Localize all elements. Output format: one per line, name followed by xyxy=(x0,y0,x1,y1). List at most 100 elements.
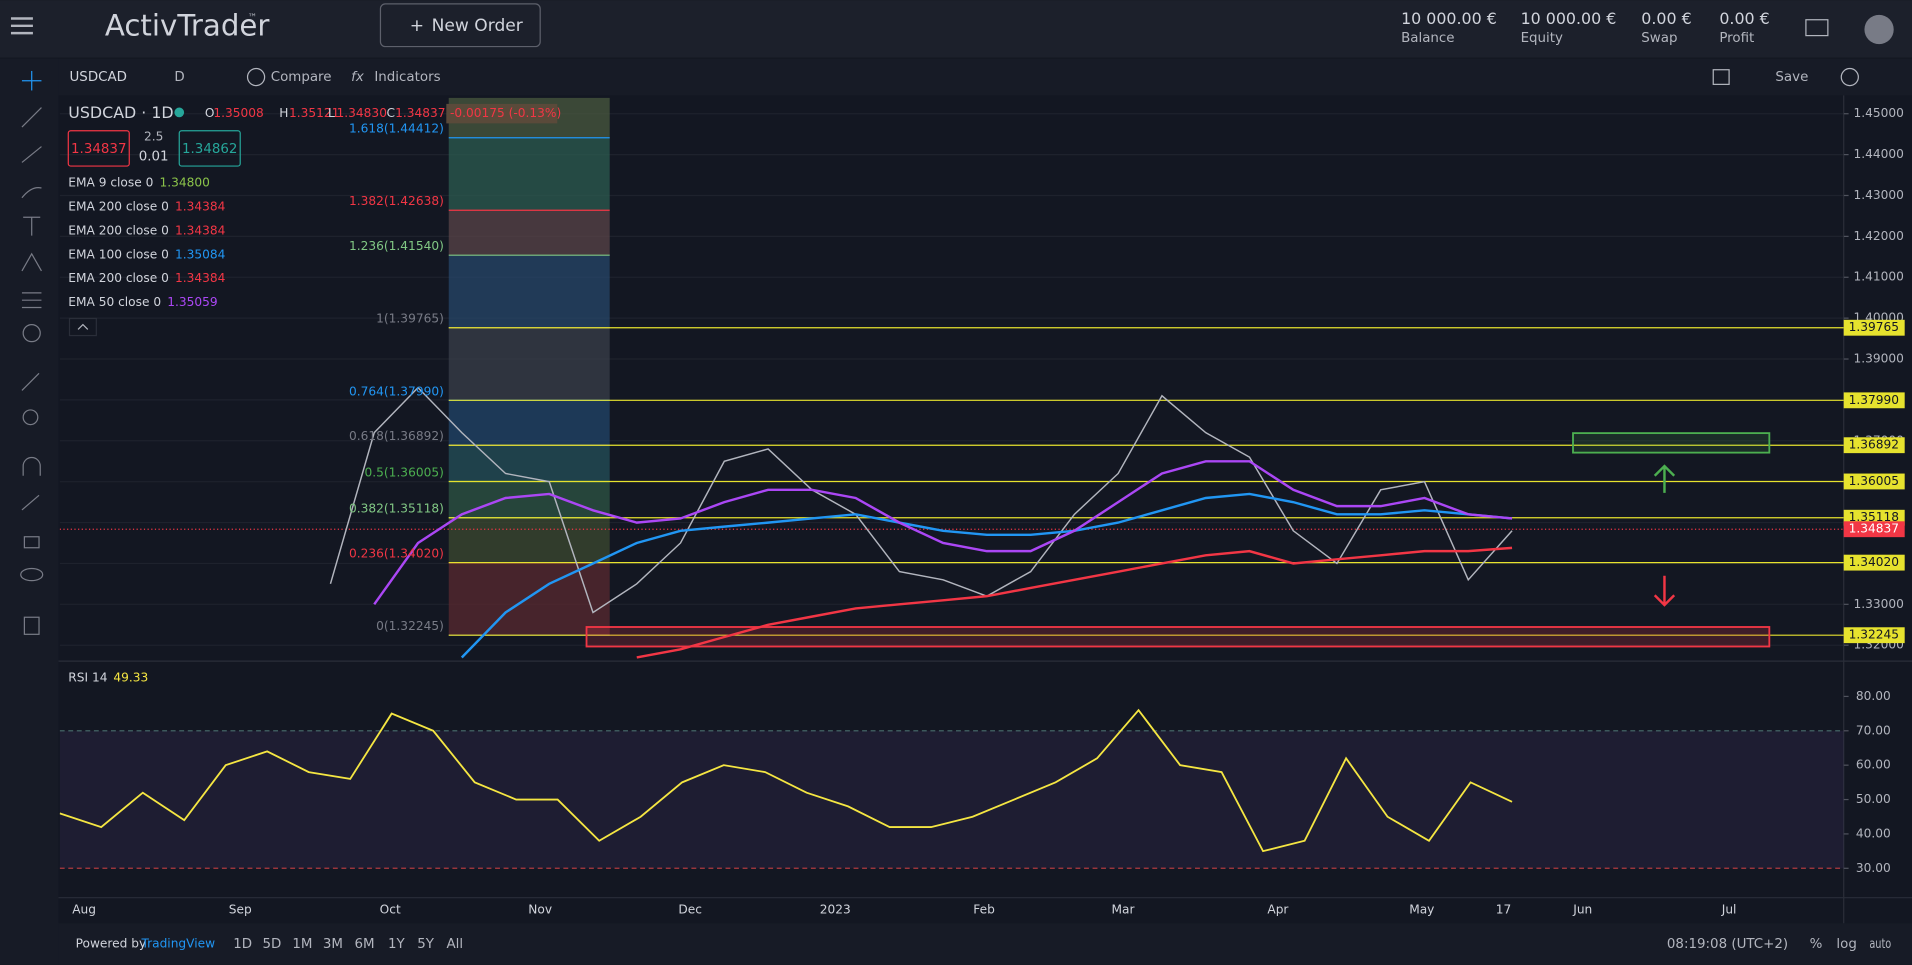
price-tag: 1.36892 xyxy=(1849,438,1899,452)
interval[interactable]: D xyxy=(174,70,184,85)
range-button[interactable]: 1D xyxy=(233,937,252,952)
rsi-band xyxy=(59,730,1844,869)
trademark: ™ xyxy=(248,12,258,23)
fib-label: 0.236(1.34020) xyxy=(349,547,444,561)
fib-label: 1(1.39765) xyxy=(376,312,444,326)
ohlc-value: 1.34837 xyxy=(395,106,445,120)
top-bar xyxy=(0,0,1912,58)
auto-toggle[interactable]: auto xyxy=(1869,937,1891,952)
stat-label: Swap xyxy=(1641,31,1677,46)
mail-icon[interactable] xyxy=(1805,19,1829,37)
y-tick-label: 1.33000 xyxy=(1853,597,1903,611)
powered-by: Powered by xyxy=(76,937,147,951)
drawing-tools[interactable] xyxy=(20,70,44,635)
fib-label: 1.382(1.42638) xyxy=(349,194,444,208)
sell-box[interactable] xyxy=(67,130,130,167)
x-tick-label: Oct xyxy=(380,902,401,916)
current-price-tag: 1.34837 xyxy=(1849,522,1899,536)
x-tick-label: Jul xyxy=(1721,902,1737,916)
fib-band xyxy=(448,562,610,636)
range-button[interactable]: 1Y xyxy=(388,937,406,952)
rsi-value: 49.33 xyxy=(113,671,148,685)
support-box xyxy=(585,626,1771,648)
screenshot-icon[interactable] xyxy=(1712,69,1730,85)
sell-price: 1.34837 xyxy=(71,142,126,157)
status-dot xyxy=(174,107,185,118)
legend-symbol: USDCAD · 1D xyxy=(68,103,173,122)
ema-line xyxy=(460,492,1513,659)
down-arrow xyxy=(1653,575,1676,607)
current-price-bg xyxy=(1843,521,1905,538)
fib-label: 1.236(1.41540) xyxy=(349,239,444,253)
fib-label: 0(1.32245) xyxy=(376,619,444,633)
logo: ActivTrader xyxy=(105,9,271,43)
fib-band xyxy=(448,137,610,211)
price-tag-bg xyxy=(1843,392,1905,409)
fib-band xyxy=(448,445,610,482)
percent-toggle[interactable]: % xyxy=(1810,937,1823,952)
stat-value: 0.00 € xyxy=(1719,9,1769,28)
price-line xyxy=(329,386,1513,614)
avatar[interactable] xyxy=(1864,14,1894,45)
indicator-value: 1.34384 xyxy=(175,271,226,285)
price-tag-bg xyxy=(1843,473,1905,490)
indicator-value: 1.34800 xyxy=(159,176,209,190)
x-tick-label: May xyxy=(1409,902,1434,916)
range-button[interactable]: 5Y xyxy=(417,937,435,952)
new-order-button[interactable] xyxy=(379,3,541,48)
spread: 2.5 xyxy=(144,129,163,143)
y-tick-label: 1.45000 xyxy=(1853,106,1903,120)
indicator-name: EMA 9 close 0 xyxy=(68,176,153,190)
ohlc-key: L xyxy=(328,106,335,120)
indicators-icon: fx xyxy=(351,70,365,85)
x-tick-label: Feb xyxy=(973,902,995,916)
price-tag: 1.32245 xyxy=(1849,628,1899,642)
range-button[interactable]: 6M xyxy=(355,937,375,952)
target-box xyxy=(1572,432,1771,454)
range-button[interactable]: All xyxy=(447,937,464,952)
brand[interactable]: TradingView xyxy=(140,937,215,951)
compare[interactable]: Compare xyxy=(271,70,332,85)
indicator-name: EMA 50 close 0 xyxy=(68,295,161,309)
fib-label: 0.618(1.36892) xyxy=(349,429,444,443)
ohlc-key: O xyxy=(205,106,215,120)
ema-line xyxy=(636,546,1513,659)
fib-label: 1.618(1.44412) xyxy=(349,122,444,136)
indicators[interactable]: Indicators xyxy=(374,70,440,85)
buy-box[interactable] xyxy=(178,130,241,167)
stat-label: Balance xyxy=(1401,31,1454,46)
bottom-bar xyxy=(58,923,1912,965)
change: -0.00175 (-0.13%) xyxy=(450,106,561,120)
compare-icon xyxy=(246,67,266,87)
symbol[interactable]: USDCAD xyxy=(70,70,128,85)
log-toggle[interactable]: log xyxy=(1836,937,1856,952)
range-button[interactable]: 3M xyxy=(323,937,343,952)
settings-icon[interactable] xyxy=(1840,67,1859,87)
collapse-button[interactable] xyxy=(68,317,97,337)
fib-band xyxy=(448,210,610,256)
indicator-name: EMA 100 close 0 xyxy=(68,247,169,261)
new-order-label: New Order xyxy=(432,16,524,36)
fib-band xyxy=(448,481,610,518)
x-tick-label: 2023 xyxy=(820,902,851,916)
y-tick-label: 1.41000 xyxy=(1853,270,1903,284)
drawing-toolbar xyxy=(0,58,59,965)
ohlc-value: 1.34830 xyxy=(337,106,387,120)
price-pane xyxy=(59,97,1844,659)
x-tick-label: 17 xyxy=(1496,902,1512,916)
lot-size: 0.01 xyxy=(139,149,169,164)
stat-label: Profit xyxy=(1719,31,1754,46)
rsi-tick-label: 80.00 xyxy=(1856,689,1891,703)
rsi-line xyxy=(59,708,1513,853)
fib-label: 0.764(1.37990) xyxy=(349,384,444,398)
range-button[interactable]: 5D xyxy=(262,937,281,952)
range-button[interactable]: 1M xyxy=(292,937,312,952)
price-tag-bg xyxy=(1843,627,1905,644)
menu-icon[interactable] xyxy=(10,17,33,35)
save[interactable]: Save xyxy=(1775,70,1808,85)
price-tag-bg xyxy=(1843,319,1905,336)
